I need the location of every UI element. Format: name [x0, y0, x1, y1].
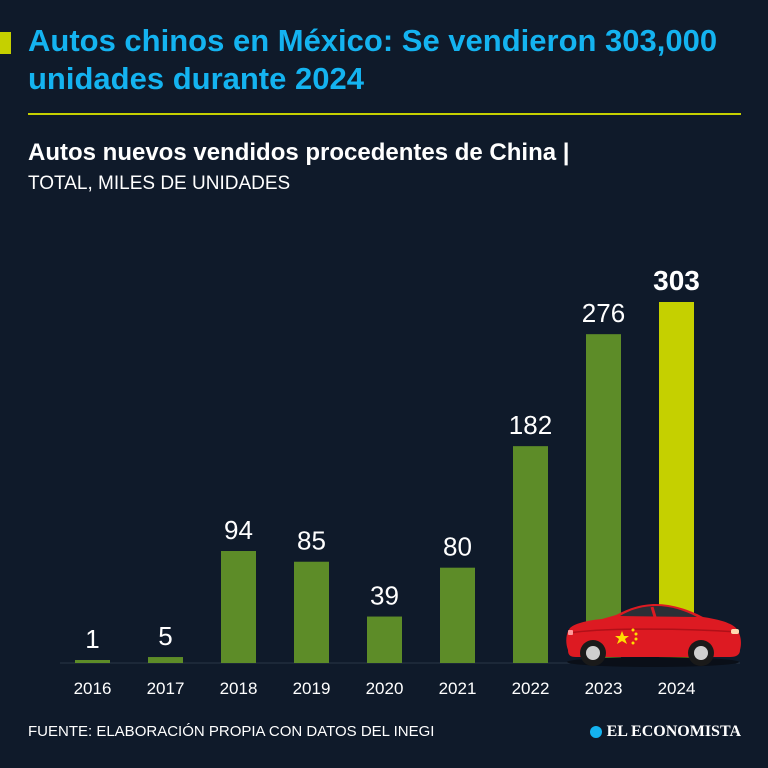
bar-2022	[513, 446, 548, 663]
brand-name: EL ECONOMISTA	[606, 723, 741, 740]
bar-2020	[367, 616, 402, 663]
red-car-icon	[566, 604, 741, 667]
brand-logo: EL ECONOMISTA	[589, 722, 741, 742]
china-flag-icon	[615, 628, 638, 645]
value-label-2022: 182	[509, 410, 552, 440]
value-label-2021: 80	[443, 532, 472, 562]
bar-group: 1 2016 5 2017 94 2018 85 2019 39 2020 80 2021 182 202…	[74, 265, 700, 698]
brand-icon	[589, 726, 602, 738]
chart-subtitle: Autos nuevos vendidos procedentes de Chi…	[28, 139, 570, 166]
page-title: Autos chinos en México: Se vendieron 303…	[28, 23, 718, 96]
source-note: FUENTE: ELABORACIÓN PROPIA CON DATOS DEL…	[28, 723, 435, 740]
x-tick-label-2020: 2020	[366, 679, 404, 698]
value-label-2017: 5	[158, 621, 172, 651]
x-tick-label-2017: 2017	[147, 679, 185, 698]
value-label-2016: 1	[85, 624, 99, 654]
title-divider	[28, 113, 741, 115]
value-label-2019: 85	[297, 526, 326, 556]
bar-2024	[659, 302, 694, 663]
chart-units-label: TOTAL, MILES DE UNIDADES	[28, 173, 291, 194]
x-tick-label-2016: 2016	[74, 679, 112, 698]
x-tick-label-2022: 2022	[512, 679, 550, 698]
x-tick-label-2023: 2023	[585, 679, 623, 698]
x-tick-label-2021: 2021	[439, 679, 477, 698]
bar-2017	[148, 657, 183, 663]
bar-2016	[75, 660, 110, 663]
value-label-2018: 94	[224, 515, 253, 545]
value-label-2023: 276	[582, 298, 625, 328]
bar-2021	[440, 567, 475, 663]
value-label-2024: 303	[653, 265, 700, 296]
x-tick-label-2024: 2024	[658, 679, 696, 698]
value-label-2020: 39	[370, 581, 399, 611]
title-accent-bar	[0, 32, 11, 54]
bar-2018	[221, 551, 256, 663]
bar-2023	[586, 334, 621, 663]
bar-2019	[294, 561, 329, 663]
x-tick-label-2018: 2018	[220, 679, 258, 698]
x-tick-label-2019: 2019	[293, 679, 331, 698]
